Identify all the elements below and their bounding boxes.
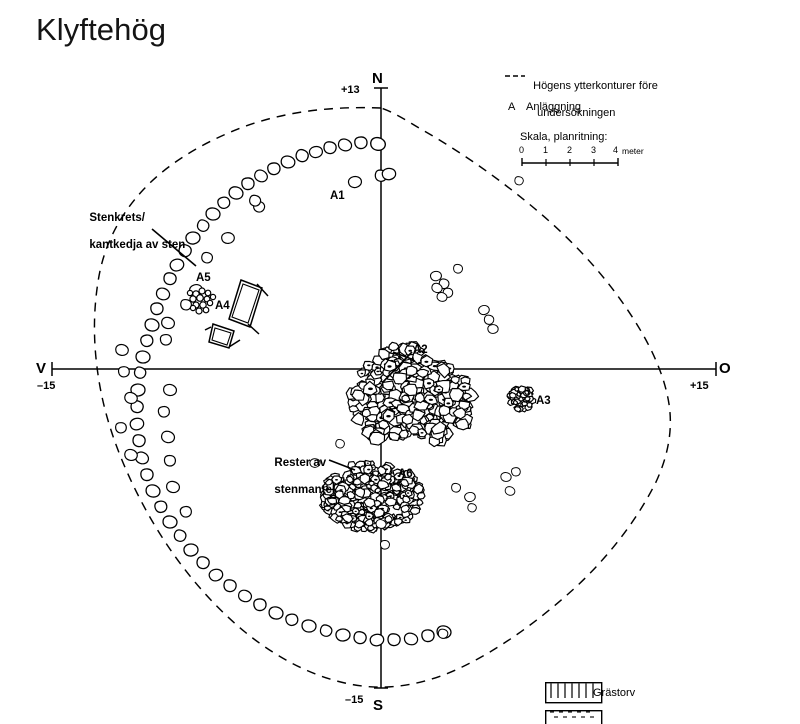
axis-value-west: –15	[37, 380, 56, 392]
scale-unit-label: meter	[622, 146, 644, 156]
annotation-stone-circle: Stenkrets/ kantkedja av sten	[83, 198, 185, 252]
axis-value-east: +15	[690, 380, 709, 392]
mound-outer-contour	[93, 106, 672, 688]
feature-label-A3: A3	[536, 395, 551, 407]
bottom-legend-label-grastorv: Grästorv	[593, 687, 636, 699]
feature-label-A5: A5	[196, 272, 211, 284]
feature-label-A2: A2	[413, 344, 428, 356]
annotation-stone-circle-line2: kantkedja av sten	[89, 238, 186, 251]
annotation-stone-circle-line1: Stenkrets/	[89, 211, 145, 224]
feature-label-A4: A4	[215, 300, 230, 312]
axis-label-south: S	[373, 697, 384, 714]
legend-dashed-label: Högens ytterkonturer före undersökningen	[527, 66, 658, 121]
feature-label-A1: A1	[330, 190, 345, 202]
legend-dashed-line2: undersökningen	[537, 107, 616, 120]
page-title: Klyftehög	[36, 12, 167, 47]
scale-bar	[521, 158, 619, 166]
legend-dash-sample	[505, 75, 525, 77]
scale-tick-2: 2	[567, 145, 573, 155]
feature-A2-stone-mantle	[345, 341, 480, 448]
legend-scale-title: Skala, planritning:	[520, 131, 608, 143]
legend-feature-key: A	[508, 101, 516, 113]
feature-A3-cluster	[506, 385, 537, 413]
legend-dashed-line1: Högens ytterkonturer före	[533, 79, 658, 92]
legend-feature-label: Anläggning	[526, 101, 582, 113]
annotation-leader-lines	[151, 228, 415, 471]
axis-value-south: –15	[345, 694, 364, 706]
scale-tick-4: 4	[613, 145, 619, 155]
scale-tick-3: 3	[591, 145, 597, 155]
bottom-legend-swatch-second	[545, 710, 603, 724]
axis-value-north: +13	[341, 84, 360, 96]
feature-A4-structure	[204, 279, 269, 349]
feature-A5-cluster	[186, 287, 217, 315]
annotation-stone-mantle-line2: stenmantel	[274, 483, 336, 496]
axis-label-north: N	[372, 70, 383, 87]
axis-label-west: V	[36, 360, 47, 377]
bottom-legend-swatch-grastorv	[545, 682, 603, 704]
feature-label-A6: A6	[398, 468, 413, 480]
scale-tick-1: 1	[543, 145, 549, 155]
feature-A6-cluster	[318, 459, 426, 534]
annotation-stone-mantle-line1: Rester av	[274, 456, 327, 469]
annotation-stone-mantle: Rester av stenmantel	[268, 443, 335, 497]
axis-label-east: O	[719, 360, 731, 377]
scale-tick-0: 0	[519, 145, 525, 155]
